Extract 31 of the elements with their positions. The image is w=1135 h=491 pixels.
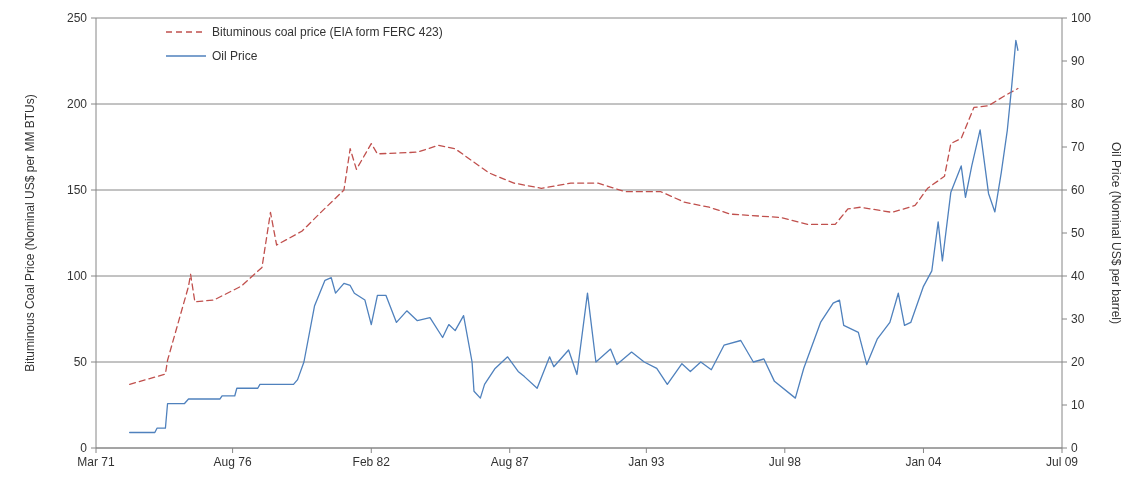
y2-axis-title: Oil Price (Nominal US$ per barrel) — [1109, 141, 1123, 325]
x-tick-label: Jan 04 — [905, 455, 942, 469]
y2-tick-label: 100 — [1071, 11, 1092, 25]
y2-tick-label: 10 — [1071, 398, 1085, 412]
x-tick-label: Feb 82 — [352, 455, 391, 469]
y-tick-label: 200 — [66, 97, 88, 111]
x-tick-label: Aug 76 — [213, 455, 252, 469]
y-tick-label: 150 — [66, 183, 88, 197]
x-tick-label: Mar 71 — [77, 455, 115, 469]
legend-label: Bituminous coal price (EIA form FERC 423) — [212, 25, 443, 39]
x-tick-label: Aug 87 — [490, 455, 530, 469]
x-tick-label: Jul 98 — [768, 455, 802, 469]
y-tick-label: 250 — [66, 11, 88, 25]
y2-tick-label: 40 — [1071, 269, 1085, 283]
y-tick-label: 50 — [73, 355, 88, 369]
y2-tick-label: 20 — [1071, 355, 1085, 369]
x-tick-label: Jan 93 — [628, 455, 665, 469]
x-tick-label: Jul 09 — [1045, 455, 1079, 469]
y-tick-label: 0 — [80, 441, 88, 455]
line-series — [129, 39, 1019, 434]
y2-tick-label: 0 — [1071, 441, 1078, 455]
y2-tick-label: 60 — [1071, 183, 1085, 197]
y2-tick-label: 70 — [1071, 140, 1085, 154]
y-tick-label: 100 — [66, 269, 88, 283]
y-axis-title: Bituminous Coal Price (Nominal US$ per MM BTUs) — [23, 94, 37, 372]
y2-tick-label: 30 — [1071, 312, 1085, 326]
line-series — [129, 87, 1019, 386]
y2-tick-label: 80 — [1071, 97, 1085, 111]
legend-label: Oil Price — [212, 49, 258, 63]
y2-tick-label: 90 — [1071, 54, 1085, 68]
y2-tick-label: 50 — [1071, 226, 1085, 240]
